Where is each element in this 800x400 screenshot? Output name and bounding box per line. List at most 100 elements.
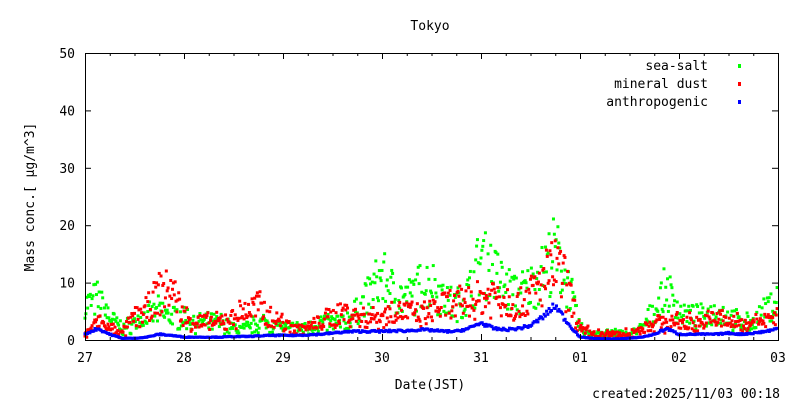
- data-point: [139, 307, 143, 311]
- data-point: [687, 326, 691, 330]
- data-point: [146, 310, 150, 314]
- data-point: [775, 307, 779, 311]
- data-point: [367, 302, 371, 306]
- data-point: [683, 326, 687, 330]
- data-point: [408, 291, 412, 295]
- data-point: [243, 301, 247, 305]
- data-point: [766, 313, 770, 317]
- data-point: [248, 326, 252, 330]
- series-mineral-dust: [83, 239, 779, 341]
- data-point: [680, 315, 684, 319]
- data-point: [605, 329, 609, 333]
- data-point: [731, 329, 735, 333]
- data-point: [723, 323, 727, 327]
- data-point: [502, 285, 506, 289]
- data-point: [317, 321, 321, 325]
- data-point: [688, 321, 692, 325]
- data-point: [279, 326, 283, 330]
- data-point: [363, 325, 367, 329]
- data-point: [533, 275, 537, 279]
- data-point: [185, 306, 189, 310]
- data-point: [529, 277, 532, 281]
- data-point: [448, 288, 452, 292]
- data-point: [280, 312, 284, 316]
- data-point: [559, 295, 563, 299]
- data-point: [721, 305, 725, 309]
- data-point: [121, 330, 125, 334]
- data-point: [706, 307, 710, 311]
- data-point: [491, 282, 495, 286]
- data-point: [211, 319, 215, 323]
- data-point: [735, 311, 739, 315]
- data-point: [168, 319, 172, 323]
- data-point: [189, 329, 193, 333]
- data-point: [436, 306, 440, 310]
- data-point: [335, 323, 339, 327]
- data-point: [163, 296, 167, 300]
- data-point: [361, 306, 365, 310]
- data-point: [273, 319, 277, 323]
- data-point: [647, 324, 651, 328]
- data-point: [418, 319, 422, 323]
- data-point: [515, 308, 519, 312]
- data-point: [709, 320, 713, 324]
- data-point: [484, 298, 488, 302]
- data-point: [758, 317, 762, 321]
- data-point: [496, 252, 500, 256]
- data-point: [186, 320, 190, 324]
- data-point: [214, 321, 218, 325]
- data-point: [142, 311, 146, 315]
- data-point: [179, 324, 183, 328]
- data-point: [306, 328, 310, 332]
- data-point: [292, 332, 296, 336]
- data-point: [454, 292, 458, 296]
- data-point: [224, 327, 228, 331]
- data-point: [453, 295, 457, 299]
- data-point: [726, 310, 730, 314]
- data-point: [749, 318, 753, 322]
- data-point: [277, 317, 281, 321]
- data-point: [645, 319, 649, 323]
- data-point: [342, 318, 346, 322]
- data-point: [202, 313, 206, 317]
- data-point: [442, 309, 446, 313]
- data-point: [281, 320, 285, 324]
- data-point: [126, 316, 130, 320]
- data-point: [700, 321, 704, 325]
- data-point: [241, 322, 245, 326]
- data-point: [227, 331, 231, 335]
- data-point: [425, 265, 429, 269]
- data-point: [406, 316, 410, 320]
- data-point: [424, 322, 428, 326]
- data-point: [740, 318, 744, 322]
- data-point: [662, 267, 666, 271]
- data-point: [542, 312, 546, 316]
- data-point: [262, 300, 266, 304]
- data-point: [477, 293, 481, 297]
- data-point: [235, 316, 239, 320]
- data-point: [172, 305, 176, 309]
- data-point: [300, 324, 304, 328]
- data-point: [704, 321, 708, 325]
- data-point: [201, 321, 205, 325]
- data-point: [594, 332, 598, 336]
- data-point: [254, 294, 258, 298]
- data-point: [555, 268, 559, 272]
- data-point: [635, 332, 639, 336]
- data-point: [661, 315, 665, 319]
- data-point: [151, 319, 155, 323]
- data-point: [128, 320, 132, 324]
- data-point: [655, 318, 659, 322]
- data-point: [201, 322, 205, 326]
- data-point: [659, 326, 663, 330]
- data-point: [565, 283, 569, 287]
- data-point: [749, 321, 753, 325]
- data-point: [582, 331, 586, 335]
- data-point: [460, 316, 464, 320]
- data-point: [116, 329, 120, 333]
- data-point: [571, 298, 575, 302]
- data-point: [216, 316, 220, 320]
- data-point: [531, 272, 535, 276]
- data-point: [690, 327, 694, 331]
- data-point: [529, 300, 532, 304]
